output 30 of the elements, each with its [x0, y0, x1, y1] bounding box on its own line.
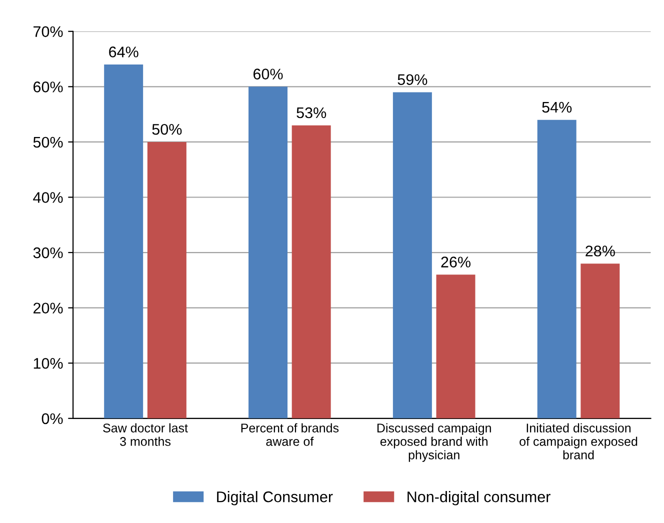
legend-label: Non-digital consumer	[408, 491, 550, 506]
bar	[436, 274, 476, 418]
data-label: 60%	[253, 68, 283, 80]
x-tick-label: Initiated discussion of campaign exposed brand	[520, 423, 638, 460]
bar	[537, 120, 576, 418]
data-label: 28%	[586, 246, 615, 256]
y-tick-label: 20%	[34, 302, 63, 314]
bar	[147, 142, 186, 418]
x-tick-label: Discussed campaign exposed brand with physician	[377, 423, 491, 462]
data-label: 50%	[152, 124, 182, 135]
x-tick-label: Saw doctor last 3 months	[103, 423, 188, 446]
bar	[580, 264, 620, 418]
data-label: 26%	[441, 256, 470, 268]
y-tick-label: 70%	[34, 26, 63, 38]
bar	[104, 64, 144, 418]
bar	[248, 86, 288, 418]
y-tick-label: 0%	[42, 413, 63, 424]
x-tick-label: Percent of brands aware of	[241, 423, 339, 446]
bar	[392, 92, 432, 418]
y-tick-label: 50%	[33, 136, 63, 148]
data-label: 53%	[296, 107, 326, 118]
data-label: 64%	[109, 46, 138, 58]
legend-label: Digital Consumer	[217, 491, 333, 506]
y-tick-label: 10%	[34, 358, 63, 369]
y-tick-label: 60%	[34, 82, 63, 92]
bar	[292, 125, 331, 418]
data-label: 59%	[398, 74, 428, 86]
data-label: 54%	[542, 102, 572, 113]
y-tick-label: 40%	[33, 192, 63, 203]
y-tick-label: 30%	[33, 247, 63, 258]
